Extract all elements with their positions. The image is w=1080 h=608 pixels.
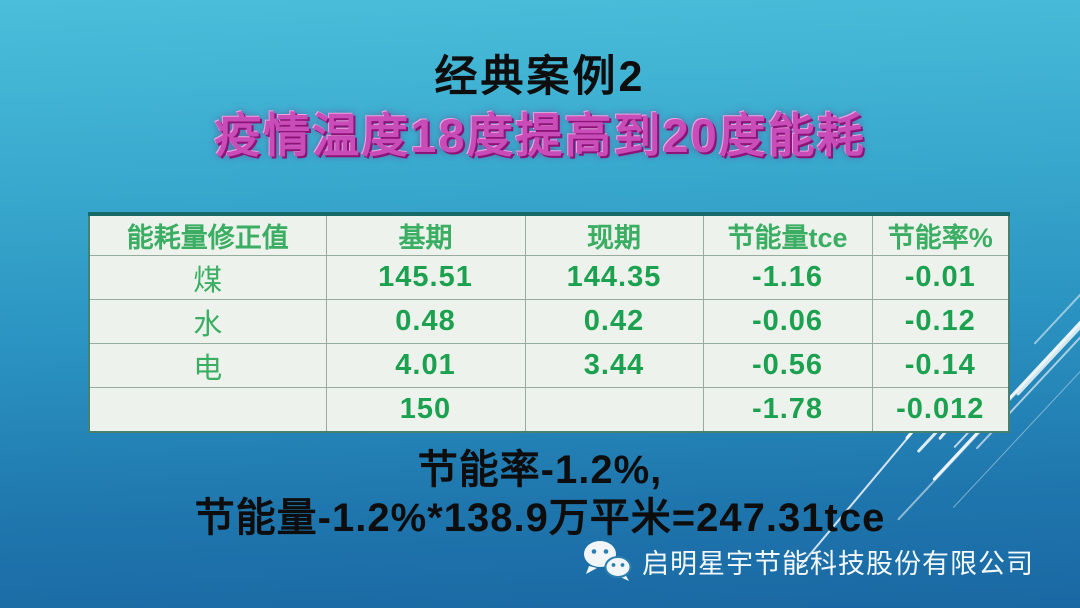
formula-line-2: 节能量-1.2%*138.9万平米=247.31tce <box>194 496 886 540</box>
table-row: 水 0.48 0.42 -0.06 -0.12 <box>88 299 1010 344</box>
watermark-company: 启明星宇节能科技股份有限公司 <box>642 548 1034 579</box>
value-cell: 0.48 <box>325 299 526 344</box>
table-row: 煤 145.51 144.35 -1.16 -0.01 <box>88 255 1010 300</box>
value-cell: -1.16 <box>702 255 873 300</box>
header-cell: 节能量tce <box>702 213 873 256</box>
value-cell: -0.06 <box>702 299 873 344</box>
value-cell: -0.01 <box>871 255 1010 300</box>
value-cell: -0.14 <box>871 343 1010 388</box>
value-cell <box>524 387 704 433</box>
row-label-cell: 水 <box>88 299 327 344</box>
value-cell: -0.56 <box>702 343 873 388</box>
header-cell: 基期 <box>325 213 526 256</box>
header-cell: 节能率% <box>871 213 1010 256</box>
value-cell: 4.01 <box>325 343 526 388</box>
energy-correction-table: 能耗量修正值 基期 现期 节能量tce 节能率% 煤 145.51 144.35… <box>88 212 1010 433</box>
wechat-icon <box>584 541 632 581</box>
row-label-cell: 煤 <box>88 255 327 300</box>
header-cell: 现期 <box>524 213 704 256</box>
value-cell: 0.42 <box>524 299 704 344</box>
value-cell: -0.012 <box>871 387 1010 433</box>
value-cell: 144.35 <box>524 255 704 300</box>
value-cell: 150 <box>325 387 526 433</box>
value-cell: 145.51 <box>325 255 526 300</box>
value-cell: 3.44 <box>524 343 704 388</box>
slide-title: 经典案例2 <box>434 53 646 101</box>
table-header-row: 能耗量修正值 基期 现期 节能量tce 节能率% <box>88 213 1010 256</box>
formula-line-1: 节能率-1.2%, <box>417 448 663 492</box>
table-row: 150 -1.78 -0.012 <box>88 387 1010 433</box>
table-row: 电 4.01 3.44 -0.56 -0.14 <box>88 343 1010 388</box>
header-cell: 能耗量修正值 <box>88 213 327 256</box>
value-cell: -0.12 <box>871 299 1010 344</box>
row-label-cell <box>88 387 327 433</box>
row-label-cell: 电 <box>88 343 327 388</box>
value-cell: -1.78 <box>702 387 873 433</box>
slide-subtitle: 疫情温度18度提高到20度能耗 <box>214 109 866 162</box>
watermark: 启明星宇节能科技股份有限公司 <box>583 540 1034 582</box>
conclusion-text: 节能率-1.2%, 节能量-1.2%*138.9万平米=247.31tce <box>0 446 1080 542</box>
